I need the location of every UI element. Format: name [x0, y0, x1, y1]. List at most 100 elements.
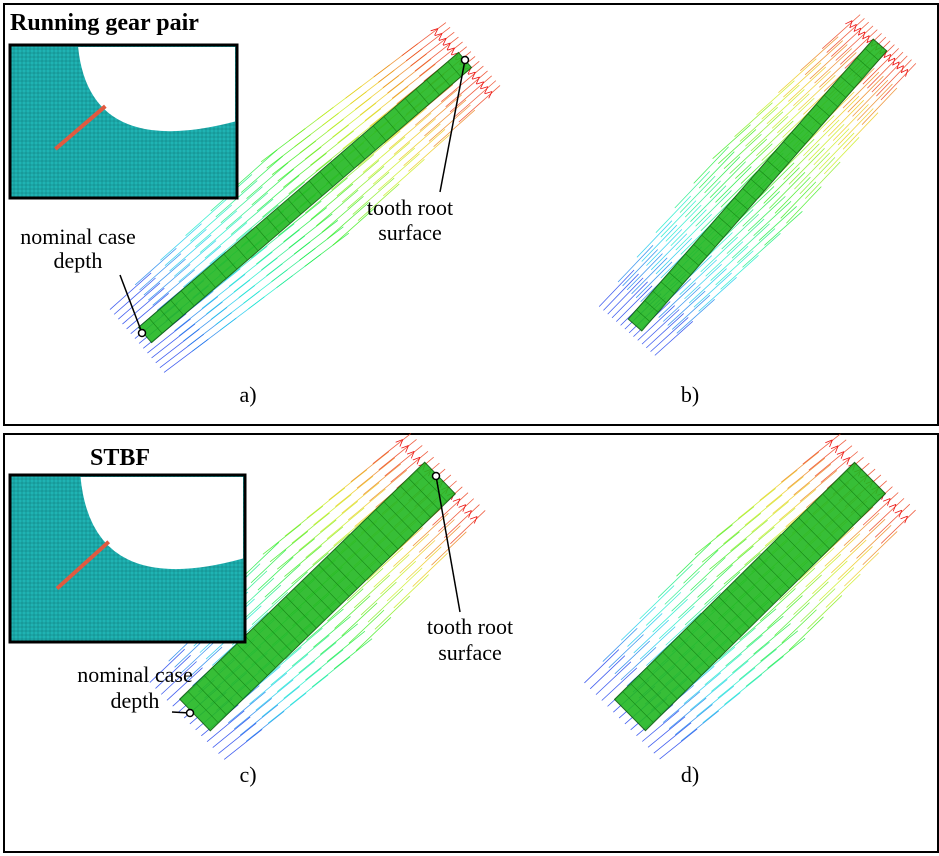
vector-arrow [709, 161, 746, 198]
vector-arrow [331, 154, 375, 191]
vector-arrow [611, 281, 648, 319]
vector-arrow [233, 257, 278, 293]
vector-arrow [647, 716, 686, 748]
vector-arrow [821, 14, 861, 49]
band-hatch [758, 169, 773, 182]
vector-arrow [305, 526, 344, 558]
vector-arrow [341, 482, 380, 514]
vector-arrow [631, 257, 668, 295]
vector-arrow [678, 585, 714, 619]
band-hatch [644, 300, 659, 313]
vector-arrow [134, 247, 177, 286]
vector-arrow [445, 70, 488, 108]
vector-arrow [378, 439, 417, 471]
arrow-head [452, 498, 461, 506]
vector-arrow [326, 507, 365, 540]
vector-arrow [164, 228, 207, 266]
vector-arrow [243, 542, 280, 577]
vector-arrow [589, 655, 626, 690]
vector-arrow [271, 571, 308, 605]
band-hatch [236, 643, 268, 676]
vector-arrow [336, 160, 380, 197]
band-hatch [261, 619, 293, 653]
vector-arrow [694, 524, 733, 556]
band-hatch [447, 61, 462, 77]
vector-arrow [676, 542, 712, 577]
vector-arrow [746, 615, 784, 648]
vector-arrow [658, 605, 695, 639]
vector-arrow [348, 609, 385, 644]
vector-arrow [366, 547, 404, 581]
vector-arrow [779, 567, 816, 601]
vector-arrow [737, 526, 775, 559]
vector-arrow [393, 118, 437, 155]
vector-arrow [403, 129, 446, 167]
vector-arrow [341, 165, 385, 203]
band-hatch [330, 162, 344, 178]
vector-arrow [808, 123, 845, 161]
vector-arrow [201, 274, 246, 309]
vector-arrow [750, 116, 789, 152]
band-hatch [701, 234, 716, 248]
vector-arrow [732, 641, 770, 674]
vector-arrow [244, 584, 282, 619]
band-hatch [266, 217, 280, 233]
arrow-head [443, 42, 451, 51]
vector-arrow [346, 567, 384, 601]
arrow-head [472, 76, 480, 84]
vector-arrow [622, 249, 659, 287]
vector-arrow [319, 500, 359, 533]
inset-frame [8, 43, 239, 200]
vector-arrow [684, 263, 722, 300]
vector-arrow [852, 79, 889, 117]
vector-arrow [312, 533, 350, 566]
panel-title: STBF [90, 445, 150, 471]
vector-arrow [856, 83, 893, 121]
vector-arrow [683, 672, 722, 705]
vector-arrow [603, 273, 639, 311]
vector-arrow [868, 498, 905, 532]
band-hatch [799, 122, 814, 136]
annotation: depth [111, 688, 160, 713]
vector-arrow [401, 22, 447, 57]
band-hatch [383, 501, 415, 534]
vector-arrow [763, 167, 800, 204]
vector-arrow [803, 119, 840, 157]
arrow-head [464, 510, 472, 518]
vector-arrow [723, 133, 762, 169]
band-hatch [783, 141, 798, 154]
vector-arrow [190, 204, 233, 242]
band-hatch [359, 525, 391, 558]
vector-arrow [783, 62, 822, 98]
vector-arrow [781, 609, 817, 644]
annotation: surface [378, 220, 442, 245]
band-hatch [856, 57, 871, 70]
vector-arrow [654, 321, 694, 356]
vector-arrow [684, 592, 721, 626]
vector-arrow [739, 608, 777, 641]
vector-arrow [178, 245, 222, 283]
vector-arrow [382, 159, 425, 197]
vector-arrow [441, 65, 484, 102]
vector-arrow [679, 175, 716, 213]
vector-arrow [688, 268, 727, 304]
band-hatch [310, 572, 342, 605]
vector-arrow [758, 507, 796, 540]
vector-arrow [304, 124, 349, 160]
arrow-head [469, 516, 478, 524]
vector-arrow [412, 513, 449, 547]
vector-arrow [311, 656, 351, 688]
vector-arrow [744, 494, 783, 526]
band-hatch [287, 198, 302, 215]
vector-arrow [204, 222, 248, 259]
band-hatch [702, 612, 734, 644]
vector-arrow [698, 277, 737, 312]
band-hatch [830, 485, 862, 518]
vector-arrow [598, 269, 635, 307]
band-hatch [782, 533, 814, 565]
vector-arrow [218, 722, 257, 754]
vector-arrow [715, 166, 752, 203]
vector-arrow [856, 525, 892, 559]
band-hatch [252, 627, 285, 660]
vector-arrow [840, 29, 878, 65]
